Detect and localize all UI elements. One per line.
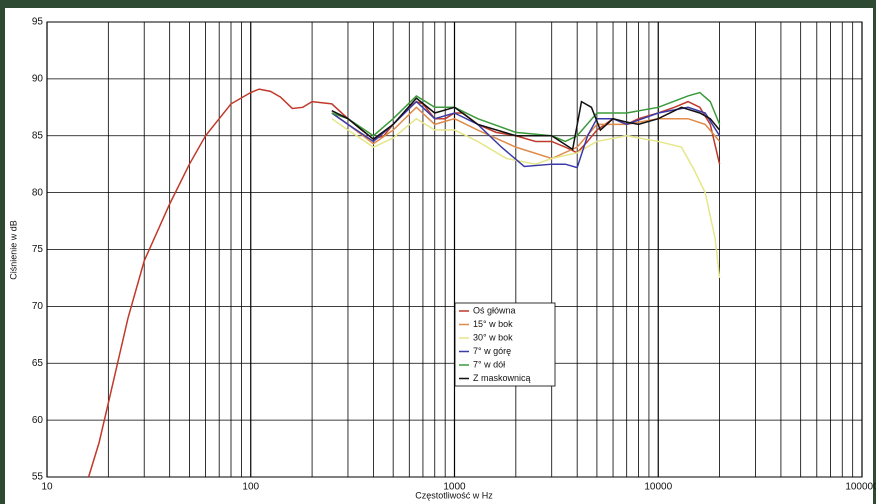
y-tick-label: 80 (32, 187, 44, 198)
y-tick-label: 90 (32, 74, 44, 85)
legend-text: Oś główna (473, 305, 516, 315)
y-tick-label: 65 (32, 358, 44, 369)
y-tick-label: 85 (32, 130, 44, 141)
y-axis-title: Ciśnienie w dB (8, 220, 18, 280)
x-tick-label: 10 (41, 482, 53, 493)
x-tick-label: 1000 (443, 482, 466, 493)
legend-text: 7° w dół (473, 359, 505, 369)
legend-text: 15° w bok (473, 319, 513, 329)
legend-text: 30° w bok (473, 332, 513, 342)
x-tick-label: 10000 (644, 482, 672, 493)
y-tick-label: 70 (32, 301, 44, 312)
y-tick-label: 95 (32, 17, 44, 28)
chart-panel (5, 8, 873, 504)
y-tick-label: 75 (32, 244, 44, 255)
y-tick-label: 60 (32, 415, 44, 426)
chart: Częstotliwość w Hz Ciśnienie w dB 556065… (0, 0, 876, 504)
x-tick-label: 100 (242, 482, 259, 493)
legend-text: 7° w górę (473, 346, 511, 356)
x-tick-label: 100000 (845, 482, 876, 493)
legend-text: Z maskownicą (473, 373, 531, 383)
